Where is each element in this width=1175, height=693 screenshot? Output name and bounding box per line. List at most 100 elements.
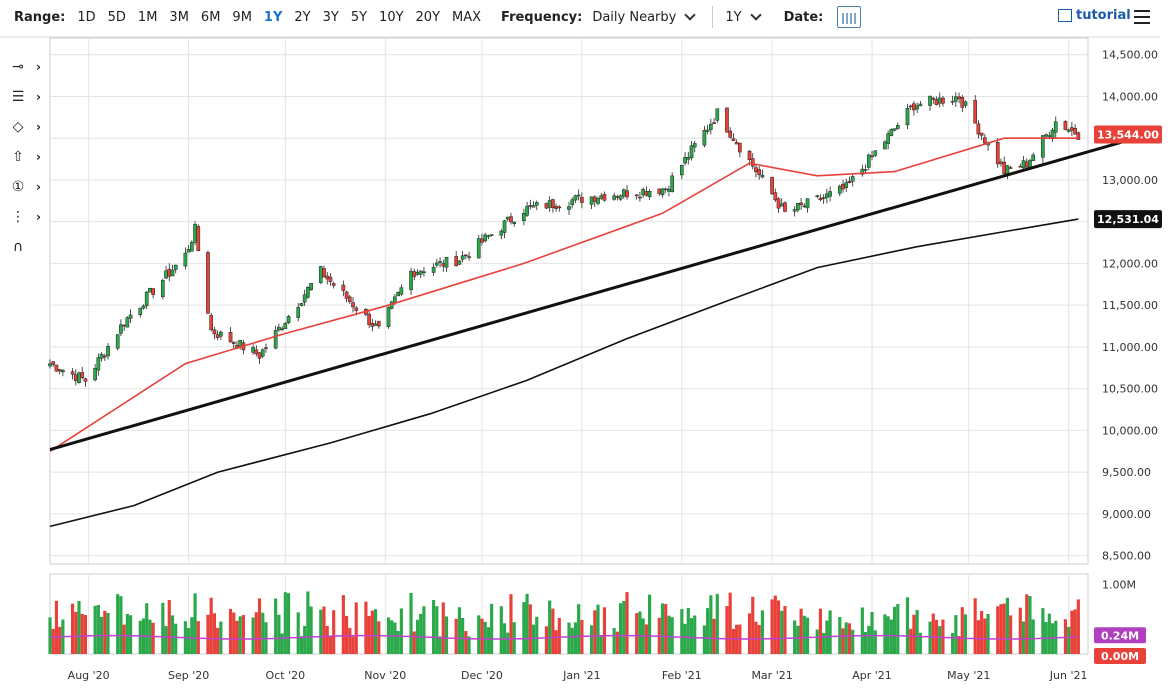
x-tick-label: Mar '21	[751, 669, 792, 682]
candle-body	[776, 198, 781, 209]
volume-bar	[170, 615, 175, 654]
volume-bar	[889, 619, 893, 654]
candle-body	[976, 123, 981, 135]
tutorial-link[interactable]: tutorial	[1058, 8, 1131, 23]
candle-body	[592, 196, 597, 202]
range-buttons: 1D 5D 1M 3M 6M 9M 1Y 2Y 3Y 5Y 10Y 20Y MAX	[71, 10, 487, 25]
candle-body	[799, 202, 803, 205]
candle-body	[80, 372, 85, 379]
range-button-1m[interactable]: 1M	[137, 9, 158, 25]
volume-bar	[351, 636, 355, 654]
candle-body	[950, 100, 955, 103]
magnet-tool[interactable]: ∩	[8, 232, 48, 262]
candle-body	[999, 161, 1003, 164]
annotation-tool[interactable]: ① ›	[8, 172, 48, 202]
candle-body	[522, 212, 526, 221]
frequency-dropdown[interactable]: Daily Nearby	[592, 9, 704, 25]
volume-bar	[119, 596, 123, 654]
crosshair-tool[interactable]: ⊸ ›	[8, 52, 48, 82]
candle-body	[273, 330, 278, 349]
range-button-5d[interactable]: 5D	[107, 9, 126, 25]
range-button-5y[interactable]: 5Y	[350, 9, 368, 25]
period-dropdown[interactable]: 1Y	[725, 9, 769, 25]
range-button-1d[interactable]: 1D	[77, 9, 96, 25]
candle-body	[618, 195, 623, 200]
volume-bar	[444, 616, 449, 654]
candle-body	[1008, 167, 1013, 169]
range-button-3m[interactable]: 3M	[169, 9, 189, 25]
volume-bar	[612, 628, 616, 654]
candle-body	[209, 315, 214, 330]
volume-bar	[54, 600, 59, 654]
candle-body	[705, 129, 710, 132]
volume-bar	[374, 609, 378, 654]
candle-body	[647, 190, 652, 198]
chevron-right-icon: ›	[36, 120, 41, 134]
candle-body	[444, 257, 449, 268]
volume-bar	[954, 615, 958, 654]
candle-body	[599, 195, 604, 199]
volume-bar	[370, 610, 374, 654]
candle-body	[502, 220, 507, 233]
candle-body	[219, 331, 223, 337]
moving-average-line-1	[49, 137, 1079, 452]
shapes-icon: ◇	[12, 119, 24, 135]
candle-body	[277, 326, 281, 331]
candle-body	[983, 137, 987, 144]
range-button-2y[interactable]: 2Y	[294, 9, 311, 25]
candle-body	[567, 206, 571, 210]
price-plot-area	[49, 37, 1089, 565]
arrow-up-icon: ⇧	[12, 149, 24, 165]
volume-bar	[693, 615, 697, 654]
x-tick-label: Feb '21	[662, 669, 702, 682]
candle-body	[589, 196, 594, 205]
volume-bar	[931, 613, 935, 654]
volume-bar	[602, 607, 607, 654]
volume-bar	[277, 614, 281, 654]
volume-bar	[1025, 594, 1029, 654]
fibonacci-tool[interactable]: ⋮ ›	[8, 202, 48, 232]
candle-body	[309, 282, 313, 290]
volume-bar	[409, 592, 413, 654]
range-button-10y[interactable]: 10Y	[379, 9, 404, 25]
y-tick-label: 10,000.00	[1102, 424, 1158, 437]
candle-body	[979, 132, 984, 136]
range-button-9m[interactable]: 9M	[232, 9, 252, 25]
range-button-6m[interactable]: 6M	[200, 9, 221, 25]
range-button-3y[interactable]: 3Y	[322, 9, 339, 25]
candle-body	[547, 200, 552, 208]
volume-bar	[257, 598, 262, 654]
trend-lines-tool[interactable]: ☰ ›	[8, 82, 48, 112]
volume-bar	[635, 613, 639, 654]
hamburger-menu-icon[interactable]	[1134, 10, 1150, 24]
volume-bar	[348, 627, 352, 654]
calendar-icon[interactable]	[837, 6, 862, 28]
candle-body	[206, 252, 210, 314]
volume-bar	[1009, 615, 1013, 654]
candle-body	[918, 103, 923, 107]
price-chart[interactable]: 14,500.0014,000.0013,500.0013,000.0012,5…	[0, 34, 1175, 693]
shapes-tool[interactable]: ◇ ›	[8, 112, 48, 142]
volume-label-text: 0.24M	[1101, 629, 1139, 642]
volume-bar	[622, 600, 626, 654]
volume-bar	[683, 623, 687, 654]
candle-body	[457, 260, 462, 265]
candle-body	[441, 263, 446, 267]
volume-bar	[74, 611, 78, 654]
frequency-label: Frequency:	[501, 9, 583, 25]
candle-body	[844, 182, 849, 188]
volume-tick-label: 1.00M	[1102, 578, 1136, 591]
y-tick-label: 9,000.00	[1102, 508, 1151, 521]
candle-body	[193, 224, 197, 243]
candle-body	[231, 342, 236, 344]
volume-bar	[232, 612, 236, 654]
candle-body	[850, 176, 855, 182]
candle-body	[483, 234, 488, 242]
range-button-1y[interactable]: 1Y	[263, 9, 283, 25]
candle-body	[644, 191, 649, 196]
candle-body	[54, 364, 59, 372]
arrow-tool[interactable]: ⇧ ›	[8, 142, 48, 172]
volume-bar	[780, 610, 784, 654]
range-button-20y[interactable]: 20Y	[415, 9, 441, 25]
range-button-max[interactable]: MAX	[452, 9, 482, 25]
